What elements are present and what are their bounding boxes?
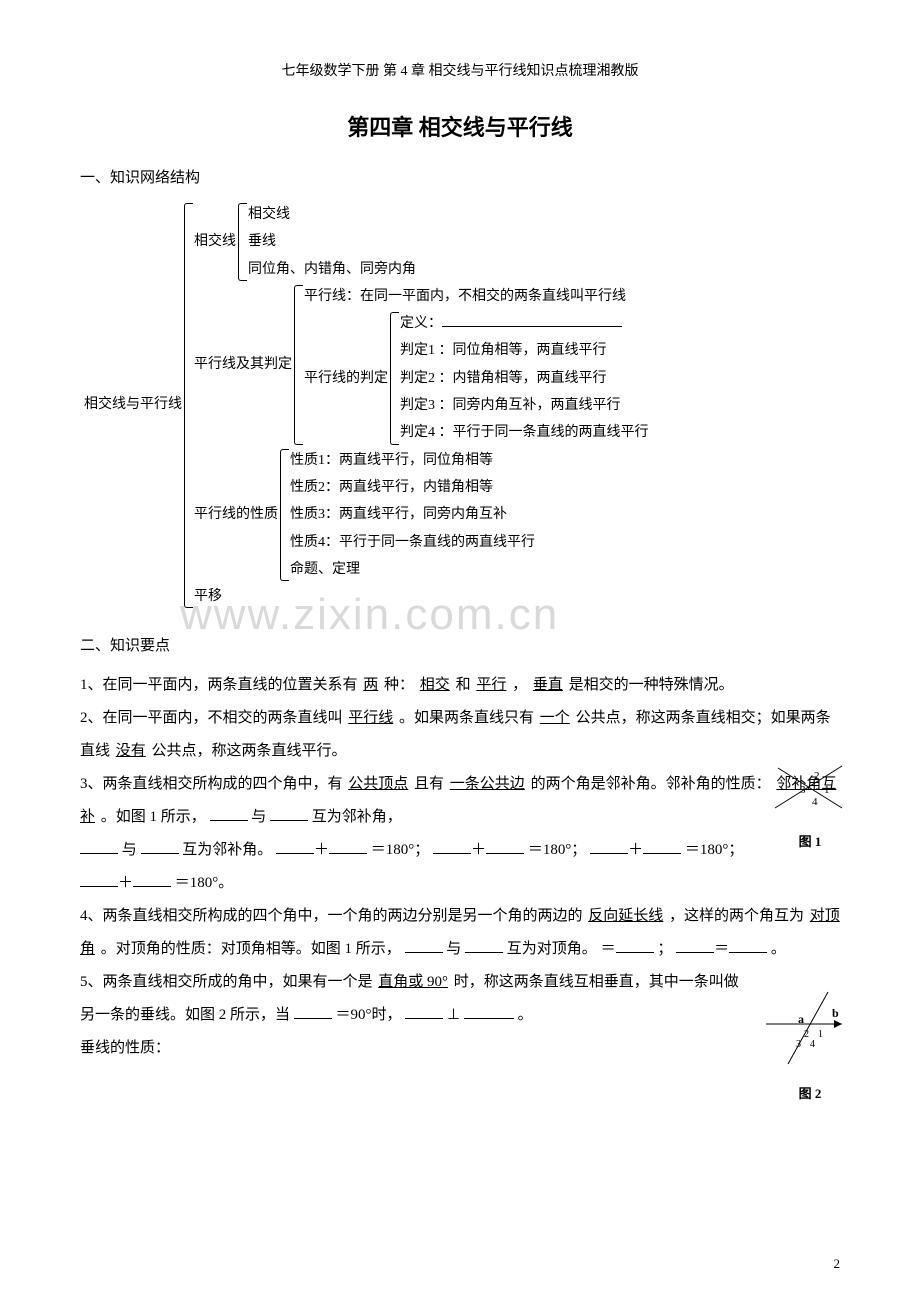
b3-item: 性质1：两直线平行，同位角相等 xyxy=(290,447,493,474)
fill-blank xyxy=(433,839,471,854)
fig2-angle-3: 3 xyxy=(796,1034,801,1056)
point-1: 1、在同一平面内，两条直线的位置关系有 两 种： 相交 和 平行 ， 垂直 是相… xyxy=(80,669,840,702)
b2-sublabel: 平行线的判定 xyxy=(304,365,388,392)
page-number: 2 xyxy=(834,1256,841,1272)
point-5: 5、两条直线相交所成的角中，如果有一个是 直角或 90° 时，称这两条直线互相垂… xyxy=(80,966,840,1065)
fill-blank xyxy=(464,1004,514,1019)
b3-item: 性质2：两直线平行，内错角相等 xyxy=(290,474,493,501)
fill-blank xyxy=(210,806,248,821)
fill-blank xyxy=(676,938,714,953)
page: 七年级数学下册 第 4 章 相交线与平行线知识点梳理湘教版 第四章 相交线与平行… xyxy=(0,0,920,1302)
b1-item: 垂线 xyxy=(248,228,276,255)
fill-blank xyxy=(405,938,443,953)
root-brace: 相交线 相交线 垂线 同位角、内错角、同旁内角 平行线及其判定 平行线：在同一平… xyxy=(184,201,649,610)
b1-brace: 相交线 垂线 同位角、内错角、同旁内角 xyxy=(238,201,416,283)
figure-1: 2 1 3 4 图 1 xyxy=(770,760,850,857)
b2-sub-item: 判定3 ：同旁内角互补，两直线平行 xyxy=(400,392,621,419)
b2-sub-item: 判定2 ：内错角相等，两直线平行 xyxy=(400,365,607,392)
fill-blank xyxy=(729,938,767,953)
fill-blank xyxy=(329,839,367,854)
point-3: 3、两条直线相交所构成的四个角中，有 公共顶点 且有 一条公共边 的两个角是邻补… xyxy=(80,768,840,900)
fig2-angle-4: 4 xyxy=(810,1034,815,1056)
b1-item: 同位角、内错角、同旁内角 xyxy=(248,256,416,283)
section-2-title: 二、知识要点 xyxy=(80,634,840,655)
fill-blank xyxy=(141,839,179,854)
b2-sub-brace: 定义： 判定1 ：同位角相等，两直线平行 判定2 ：内错角相等，两直线平行 判定… xyxy=(390,310,649,446)
knowledge-tree: 相交线与平行线 相交线 相交线 垂线 同位角、内错角、同旁内角 平行线及其判定 … xyxy=(84,201,840,620)
b2-sub-item: 判定4 ：平行于同一条直线的两直线平行 xyxy=(400,419,649,446)
b2-label: 平行线及其判定 xyxy=(194,351,292,378)
fig2-label-b: b xyxy=(832,1000,839,1026)
tree-root: 相交线与平行线 xyxy=(84,392,182,419)
fig1-angle-1: 1 xyxy=(824,778,830,802)
figure-1-caption: 图 1 xyxy=(770,828,850,857)
fill-blank xyxy=(276,839,314,854)
fig1-angle-4: 4 xyxy=(812,790,818,814)
fill-blank xyxy=(465,938,503,953)
fill-blank xyxy=(643,839,681,854)
fill-blank xyxy=(270,806,308,821)
b2-sub-item: 判定1 ：同位角相等，两直线平行 xyxy=(400,337,607,364)
b2-brace: 平行线：在同一平面内，不相交的两条直线叫平行线 平行线的判定 定义： 判定1 ：… xyxy=(294,283,649,447)
b3-brace: 性质1：两直线平行，同位角相等 性质2：两直线平行，内错角相等 性质3：两直线平… xyxy=(280,447,535,583)
b4-item: 平移 xyxy=(194,583,222,610)
b2-sub-item: 定义： xyxy=(400,310,622,337)
b3-label: 平行线的性质 xyxy=(194,501,278,528)
b2-line1: 平行线：在同一平面内，不相交的两条直线叫平行线 xyxy=(304,283,626,310)
fig2-angle-2: 2 xyxy=(804,1024,809,1046)
b3-item: 命题、定理 xyxy=(290,556,360,583)
figure-2: a b 1 2 3 4 图 2 xyxy=(760,986,860,1109)
fill-blank xyxy=(133,872,171,887)
fill-blank xyxy=(80,839,118,854)
b1-item: 相交线 xyxy=(248,201,290,228)
section-1-title: 一、知识网络结构 xyxy=(80,166,840,187)
b3-item: 性质3：两直线平行，同旁内角互补 xyxy=(290,501,507,528)
figure-2-caption: 图 2 xyxy=(760,1080,860,1109)
fig2-angle-1: 1 xyxy=(818,1024,823,1046)
chapter-title: 第四章 相交线与平行线 xyxy=(80,110,840,142)
fill-blank xyxy=(294,1004,332,1019)
running-header: 七年级数学下册 第 4 章 相交线与平行线知识点梳理湘教版 xyxy=(80,60,840,80)
b1-label: 相交线 xyxy=(194,228,236,255)
figure-1-svg xyxy=(770,760,850,815)
fill-blank xyxy=(616,938,654,953)
b3-item: 性质4：平行于同一条直线的两直线平行 xyxy=(290,529,535,556)
fig1-angle-2: 2 xyxy=(814,764,820,788)
fill-blank xyxy=(590,839,628,854)
fill-blank xyxy=(80,872,118,887)
fill-blank xyxy=(486,839,524,854)
fill-blank xyxy=(405,1004,443,1019)
point-4: 4、两条直线相交所构成的四个角中，一个角的两边分别是另一个角的两边的 反向延长线… xyxy=(80,900,840,966)
fig1-angle-3: 3 xyxy=(800,778,806,802)
point-2: 2、在同一平面内，不相交的两条直线叫 平行线 。如果两条直线只有 一个 公共点，… xyxy=(80,702,840,768)
figure-2-svg xyxy=(760,986,860,1071)
body-text: 1、在同一平面内，两条直线的位置关系有 两 种： 相交 和 平行 ， 垂直 是相… xyxy=(80,669,840,1065)
definition-blank xyxy=(442,312,622,327)
